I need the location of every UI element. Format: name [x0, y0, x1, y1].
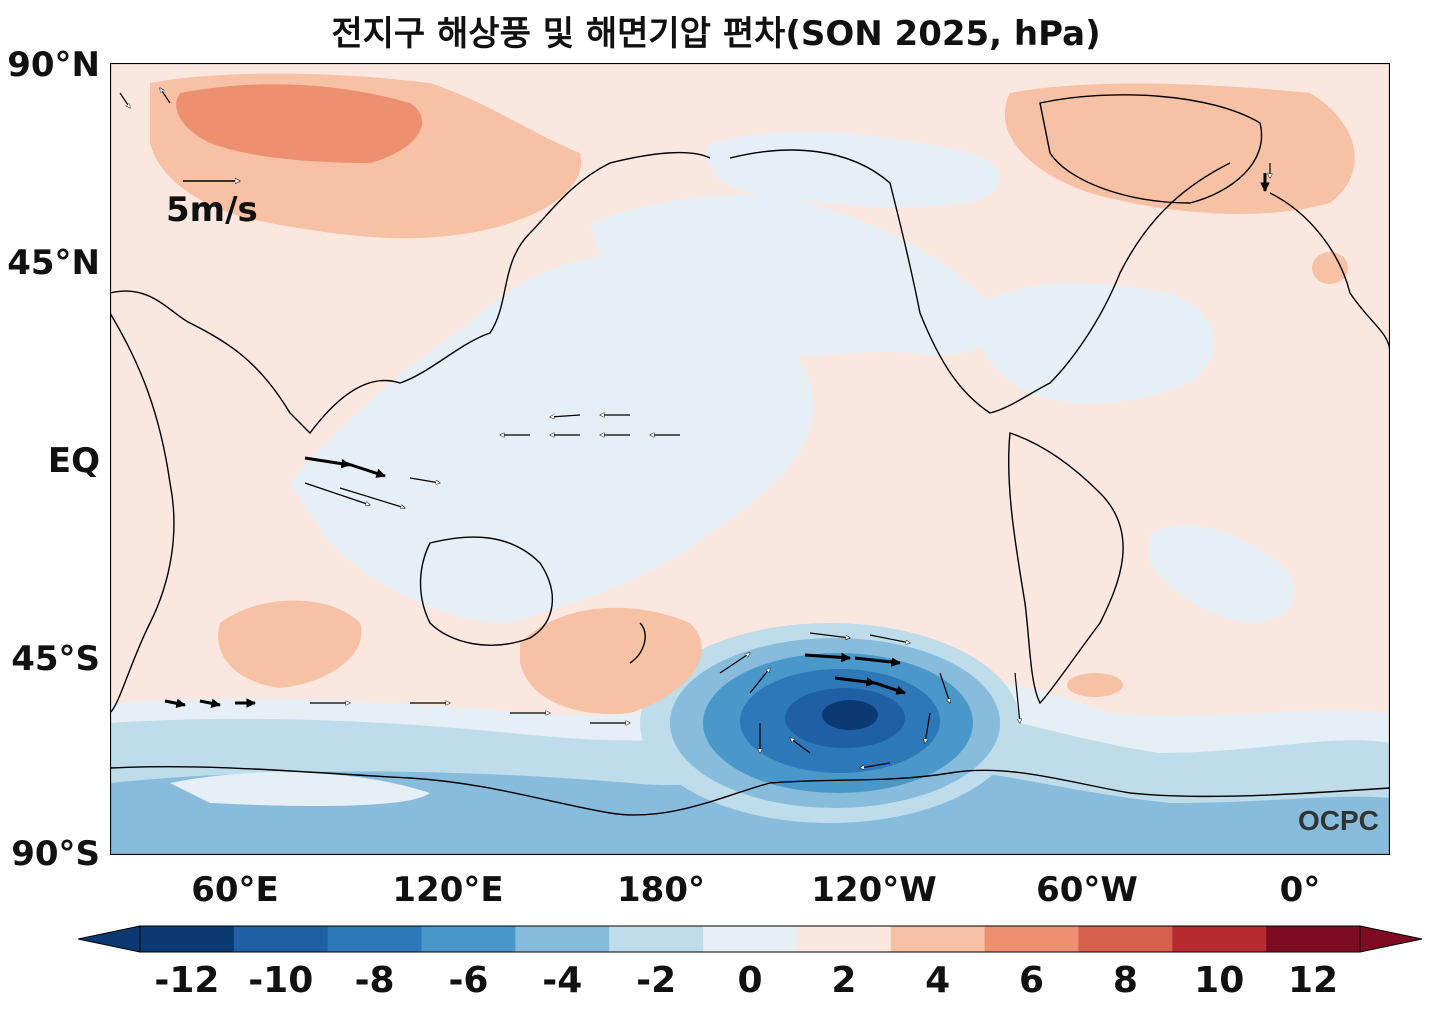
greenland-positive-region [1004, 83, 1355, 214]
wind-vectors [119, 88, 1270, 768]
antarctic-light-patch [170, 772, 430, 806]
coastlines [110, 94, 1390, 816]
y-label-45s: 45°S [11, 639, 100, 679]
chart-title: 전지구 해상풍 및 해면기압 편차(SON 2025, hPa) [331, 14, 1101, 54]
colorbar-segment [515, 926, 610, 952]
wind-vector [869, 634, 910, 643]
north-atlantic-negative-region [977, 283, 1215, 404]
wind-vector [304, 482, 370, 505]
siberia-positive-core [176, 84, 423, 163]
reference-vector-label: 5m/s [166, 190, 258, 230]
colorbar-segment [233, 926, 329, 952]
wind-vector-strong [804, 652, 851, 663]
colorbar-tick-label: 8 [1112, 960, 1138, 1001]
colorbar-tick-label: 12 [1288, 960, 1339, 1001]
wind-vector [860, 762, 891, 768]
coastline-australia [419, 536, 554, 646]
colorbar-segment [421, 926, 516, 952]
wind-vector [339, 487, 405, 508]
colorbar-segment [1172, 926, 1267, 952]
x-label-60w: 60°W [1036, 870, 1138, 910]
colorbar-tick-label: 6 [1019, 960, 1045, 1001]
wind-vectors-significant [164, 173, 1270, 709]
colorbar-segment [609, 926, 704, 952]
wind-vector-strong [344, 461, 386, 478]
x-label-120w: 120°W [811, 870, 937, 910]
colorbar [78, 925, 1423, 953]
x-label-180: 180° [617, 870, 705, 910]
y-label-90s: 90°S [11, 834, 100, 874]
x-label-60e: 60°E [191, 870, 279, 910]
wind-vector [119, 92, 130, 108]
colorbar-segment [327, 926, 423, 952]
colorbar-tick-label: -8 [354, 960, 395, 1001]
colorbar-tick-label: -6 [448, 960, 489, 1001]
wind-vector [550, 415, 581, 417]
wind-vector-strong [199, 698, 221, 709]
colorbar-segment [984, 926, 1079, 952]
mediterranean-positive-patch [1312, 252, 1348, 284]
wind-vector [939, 672, 950, 703]
colorbar-tick-label: 10 [1194, 960, 1245, 1001]
south-indian-positive-region [218, 600, 362, 688]
indo-pacific-negative-region [290, 255, 814, 623]
coastline-new-zealand [629, 622, 646, 664]
y-label-45n: 45°N [7, 243, 100, 283]
wind-vector-strong [304, 456, 351, 469]
colorbar-tick-label: 2 [831, 960, 857, 1001]
wind-vector [1014, 672, 1020, 723]
colorbar-segment [140, 926, 235, 952]
wind-vector [719, 653, 750, 674]
x-label-120e: 120°E [392, 870, 504, 910]
wind-vector [749, 668, 770, 694]
coastline-antarctica [110, 765, 1390, 816]
coastline-greenland [1039, 94, 1263, 204]
wind-vector [809, 632, 850, 638]
coastline-north-america [729, 149, 1231, 414]
y-label-eq: EQ [47, 441, 100, 481]
colorbar-tick-label: -2 [636, 960, 677, 1001]
wind-vector [790, 738, 811, 754]
colorbar-segment [796, 926, 892, 952]
coastline-asia [110, 151, 711, 435]
colorbar-tick-label: -10 [248, 960, 314, 1001]
map-border [110, 63, 1390, 855]
y-label-90n: 90°N [7, 45, 100, 85]
colorbar-extend-max [1359, 925, 1423, 953]
wind-vector [409, 477, 440, 483]
ocpc-logo: OCPC [1298, 805, 1379, 836]
coastline-africa [110, 312, 175, 714]
wind-vector-strong [164, 698, 186, 709]
north-pacific-negative-region [590, 194, 996, 357]
x-label-0: 0° [1279, 870, 1321, 910]
colorbar-segment [703, 926, 798, 952]
wind-vector-strong [874, 681, 906, 695]
south-atlantic-negative-region [1150, 524, 1295, 623]
wind-vector [925, 712, 931, 743]
low-center-core [822, 700, 878, 730]
coastline-south-america [1008, 432, 1124, 705]
colorbar-extend-min [78, 925, 141, 953]
wind-vector [160, 88, 171, 104]
wind-vector-strong [854, 656, 901, 667]
colorbar-tick-label: 4 [925, 960, 951, 1001]
tasman-positive-region [520, 607, 702, 714]
colorbar-tick-label: -12 [154, 960, 220, 1001]
colorbar-segment [1266, 926, 1361, 952]
colorbar-border [139, 925, 1361, 953]
colorbar-segments [78, 925, 1423, 953]
wind-vector-strong [834, 676, 876, 687]
colorbar-segment [890, 926, 986, 952]
colorbar-tick-label: 0 [737, 960, 763, 1001]
coastline-europe [1269, 192, 1390, 354]
colorbar-segment [1078, 926, 1173, 952]
anomaly-map [110, 63, 1390, 855]
south-atlantic-positive-patch [1067, 673, 1123, 697]
colorbar-tick-label: -4 [542, 960, 583, 1001]
